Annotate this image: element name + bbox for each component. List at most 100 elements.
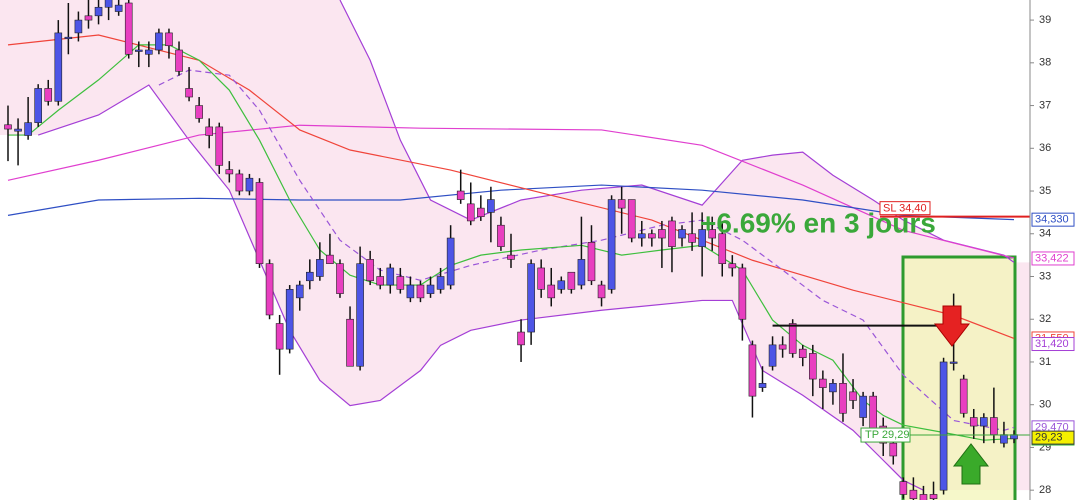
candle-body bbox=[165, 32, 173, 47]
candle-body bbox=[195, 105, 203, 119]
candle-body bbox=[285, 289, 294, 350]
candle-body bbox=[104, 0, 113, 8]
price-label: 34,330 bbox=[1035, 214, 1069, 226]
candle-body bbox=[728, 263, 737, 269]
candle-body bbox=[64, 36, 73, 39]
candle-body bbox=[245, 177, 254, 192]
y-tick-label: 39 bbox=[1039, 14, 1051, 26]
candle-body bbox=[134, 49, 143, 52]
candle-body bbox=[637, 233, 646, 239]
candle-body bbox=[849, 391, 857, 401]
candle-body bbox=[336, 263, 344, 294]
candle-body bbox=[145, 49, 153, 55]
candle-body bbox=[980, 417, 988, 427]
indicator-line bbox=[339, 0, 1015, 263]
candle-body bbox=[698, 229, 706, 247]
candle-body bbox=[557, 280, 566, 290]
candle-body bbox=[456, 190, 465, 200]
candle-body bbox=[326, 254, 334, 264]
candle-body bbox=[819, 378, 827, 388]
candle-body bbox=[969, 417, 978, 427]
candle-body bbox=[74, 19, 83, 34]
candle-body bbox=[919, 494, 928, 500]
candle-body bbox=[567, 271, 576, 290]
candle-body bbox=[487, 199, 495, 213]
price-label-box bbox=[1031, 251, 1075, 266]
candle-body bbox=[718, 233, 727, 264]
candle-body bbox=[587, 242, 596, 282]
y-tick-label: 31 bbox=[1039, 356, 1051, 368]
candle-body bbox=[14, 128, 22, 132]
candle-body bbox=[648, 233, 656, 239]
price-label: 31,420 bbox=[1035, 338, 1069, 350]
candle-body bbox=[24, 122, 32, 136]
candle-body bbox=[627, 199, 636, 239]
candle-body bbox=[426, 284, 435, 294]
candle-body bbox=[708, 229, 717, 239]
candle-body bbox=[808, 353, 817, 380]
y-tick-label: 37 bbox=[1039, 99, 1051, 111]
y-tick-label: 33 bbox=[1039, 270, 1051, 282]
y-tick-label: 32 bbox=[1039, 313, 1051, 325]
candle-body bbox=[305, 271, 314, 282]
y-tick-label: 38 bbox=[1039, 57, 1051, 69]
candle-body bbox=[205, 126, 213, 136]
headline: +6.69% en 3 jours bbox=[700, 207, 936, 238]
candle-body bbox=[255, 182, 264, 264]
y-tick-label: 36 bbox=[1039, 142, 1051, 154]
price-label-box bbox=[1031, 337, 1075, 352]
price-label: 29,23 bbox=[1035, 432, 1063, 444]
candle-body bbox=[909, 489, 918, 500]
indicator-line bbox=[158, 69, 1015, 431]
candle-body bbox=[4, 124, 12, 130]
candle-body bbox=[275, 323, 284, 350]
candle-body bbox=[658, 229, 666, 239]
candle-body bbox=[477, 207, 485, 217]
y-tick-label: 35 bbox=[1039, 185, 1051, 197]
candle-body bbox=[839, 383, 847, 414]
take-profit-box bbox=[860, 427, 911, 443]
stop-loss-box bbox=[879, 201, 931, 216]
indicator-line bbox=[7, 184, 1015, 221]
candle-body bbox=[889, 442, 898, 457]
candle-body bbox=[54, 32, 63, 102]
candle-body bbox=[446, 237, 455, 286]
candle-body bbox=[949, 361, 958, 364]
candle-body bbox=[356, 263, 364, 367]
candle-body bbox=[94, 6, 103, 17]
candle-body bbox=[768, 344, 777, 367]
candle-body bbox=[577, 259, 586, 286]
candle-body bbox=[788, 323, 797, 354]
candle-body bbox=[416, 284, 425, 299]
candle-body bbox=[84, 15, 93, 21]
candle-body bbox=[175, 49, 183, 72]
candle-body bbox=[1000, 434, 1008, 444]
candle-body bbox=[527, 263, 535, 333]
candle-body bbox=[899, 481, 908, 495]
price-label: 29,470 bbox=[1035, 421, 1069, 433]
candle-body bbox=[466, 203, 475, 222]
candle-body bbox=[386, 267, 395, 286]
candle-body bbox=[376, 276, 385, 286]
candle-body bbox=[738, 267, 747, 320]
candle-body bbox=[436, 276, 445, 290]
candle-body bbox=[34, 88, 42, 123]
candle-body bbox=[939, 361, 948, 491]
candle-body bbox=[859, 395, 867, 418]
candle-body bbox=[185, 88, 193, 98]
price-label-box bbox=[1031, 212, 1075, 227]
candle-body bbox=[114, 4, 123, 12]
candle-body bbox=[366, 259, 374, 282]
candle-body bbox=[507, 254, 515, 260]
candle-body bbox=[597, 284, 606, 299]
candle-body bbox=[517, 331, 525, 346]
candle-body bbox=[678, 229, 686, 239]
candle-body bbox=[235, 173, 244, 192]
candle-body bbox=[537, 267, 545, 290]
candle-body bbox=[316, 259, 324, 277]
candle-body bbox=[668, 220, 676, 247]
candle-body bbox=[607, 199, 616, 290]
candle-body bbox=[778, 344, 787, 350]
candle-body bbox=[748, 344, 757, 397]
